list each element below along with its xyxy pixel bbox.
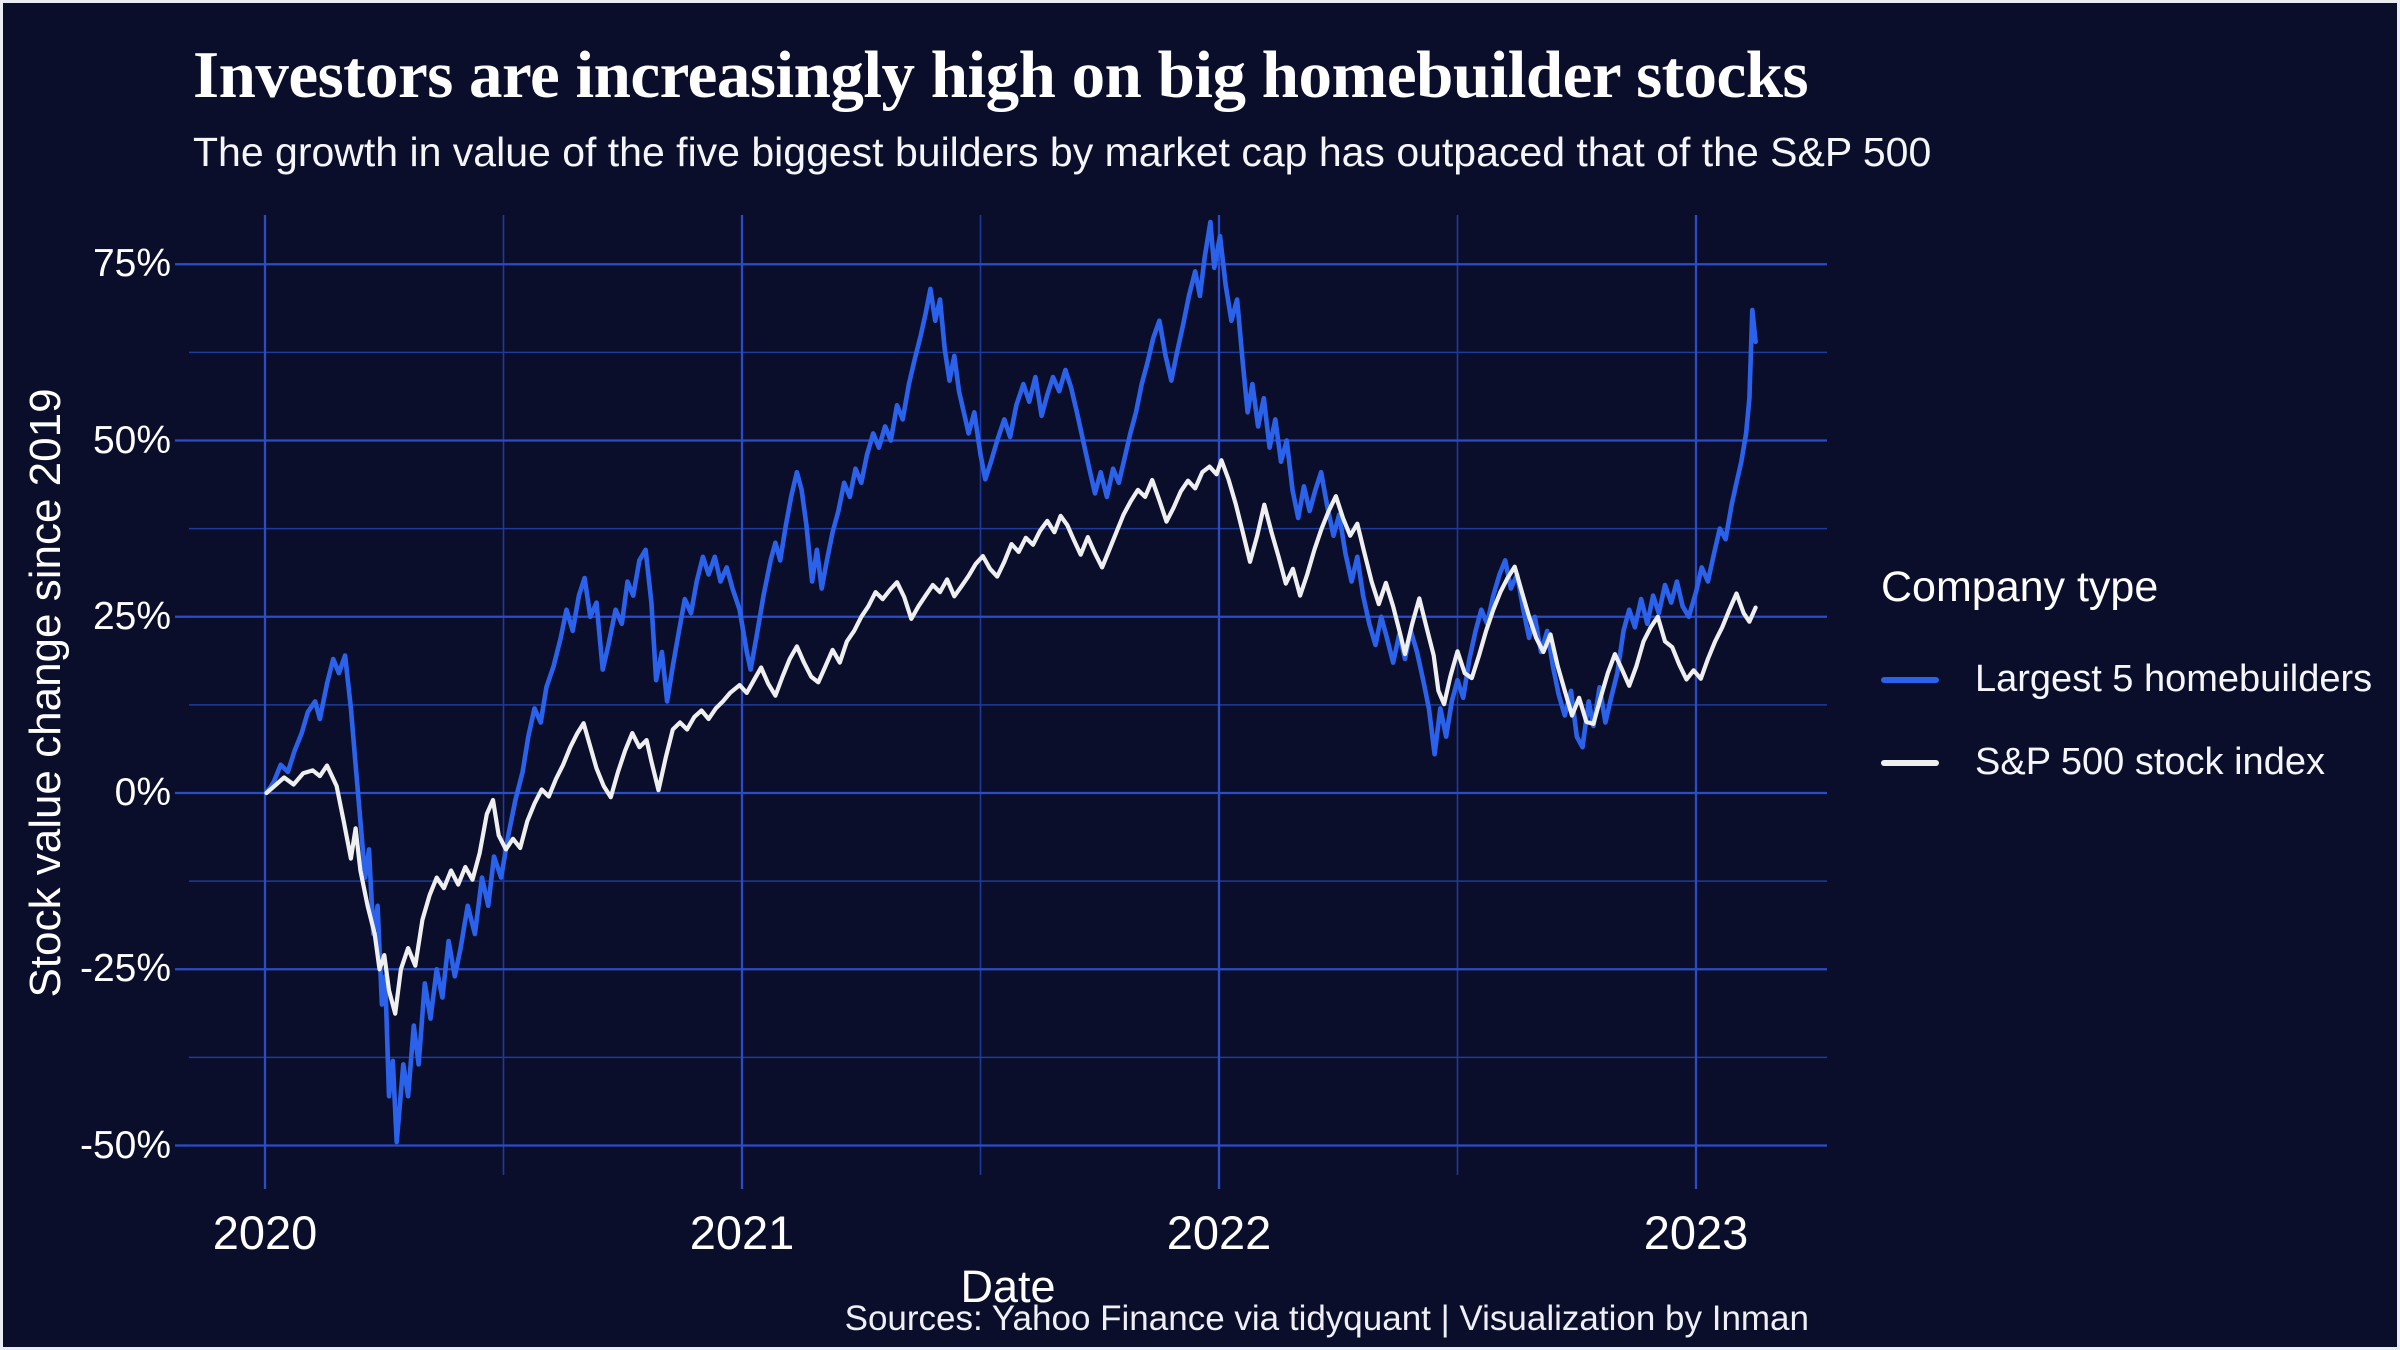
source-caption: Sources: Yahoo Finance via tidyquant | V…: [844, 1299, 1809, 1338]
y-axis-title: Stock value change since 2019: [21, 388, 70, 998]
y-tick-label: 50%: [92, 418, 171, 462]
y-tick-label: -25%: [79, 947, 171, 991]
y-tick-label: 25%: [92, 594, 171, 638]
y-tick-label: -50%: [79, 1123, 171, 1167]
x-axis-title: Date: [960, 1261, 1056, 1312]
legend-label-sp500: S&P 500 stock index: [1975, 741, 2325, 783]
chart-title: Investors are increasingly high on big h…: [193, 38, 1809, 112]
legend-title: Company type: [1881, 563, 2159, 611]
y-tick-label: 75%: [92, 242, 171, 286]
legend-item-sp500: S&P 500 stock index: [1881, 741, 2372, 784]
x-tick-label: 2022: [1166, 1206, 1272, 1259]
chart-subtitle: The growth in value of the five biggest …: [193, 129, 1932, 175]
x-tick-label: 2021: [689, 1206, 795, 1259]
plot-panel: [175, 215, 1827, 1189]
legend-label-homebuilders: Largest 5 homebuilders: [1975, 658, 2373, 700]
series-sp500-line: [264, 458, 1758, 1016]
legend: Company type Largest 5 homebuilders S&P …: [1881, 563, 2372, 784]
legend-swatch-homebuilders-line: [1881, 676, 1939, 683]
legend-swatch-sp500-line: [1881, 759, 1939, 766]
x-tick-label: 2023: [1643, 1206, 1749, 1259]
legend-item-homebuilders: Largest 5 homebuilders: [1881, 658, 2372, 701]
x-tick-label: 2020: [212, 1206, 318, 1259]
y-tick-label: 0%: [114, 771, 171, 814]
series-homebuilders-line: [264, 219, 1758, 1145]
